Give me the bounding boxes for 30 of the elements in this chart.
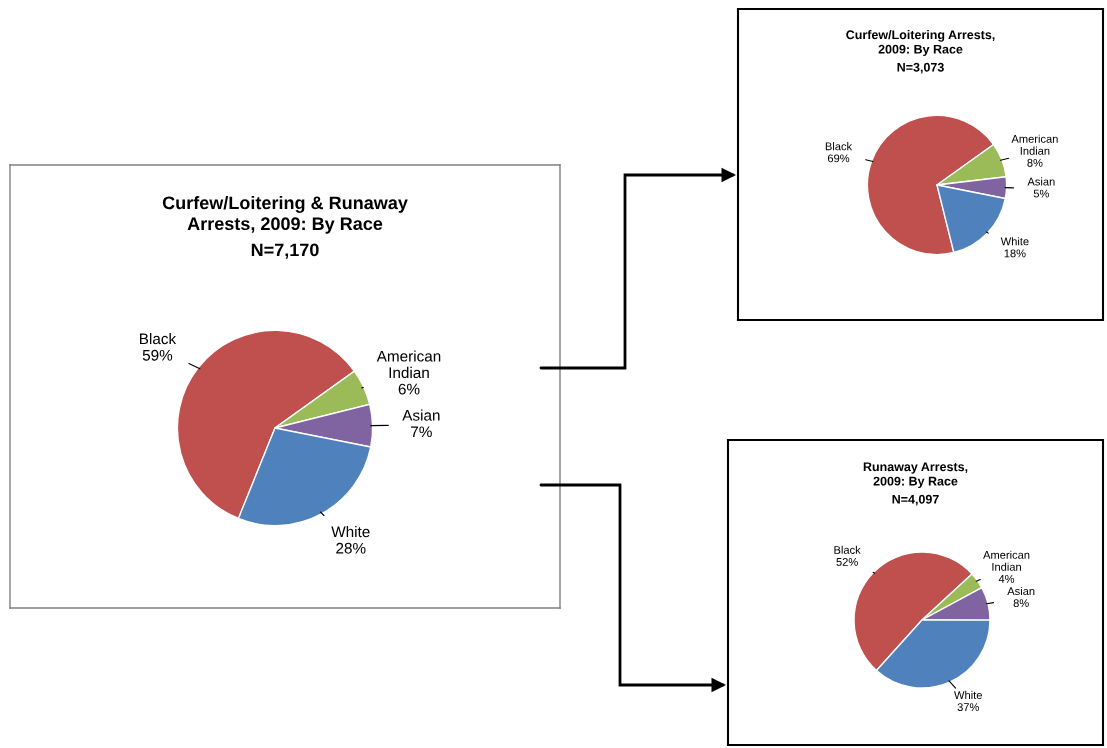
slice-label: American Indian (376, 350, 441, 379)
slice-label: American Indian (983, 550, 1030, 571)
data-label: 5% (1033, 189, 1049, 198)
slice-label: Black (825, 142, 853, 151)
data-label: 8% (1013, 599, 1029, 608)
chart-subtitle: N=7,170 (251, 243, 319, 259)
slice-label: White (331, 525, 370, 538)
slice-label: Black (140, 332, 177, 345)
data-label: 59% (142, 349, 173, 361)
slice-label: Asian (402, 409, 440, 421)
data-label: 28% (336, 542, 366, 554)
slice-label: Black (834, 545, 861, 554)
data-label: 37% (957, 703, 979, 711)
data-label: 18% (1004, 249, 1026, 258)
slice-label: Asian (1007, 586, 1035, 596)
slice-label: White (1000, 237, 1029, 246)
slice-label: White (954, 690, 982, 700)
data-label: 69% (827, 154, 850, 163)
chart-subtitle: N=3,073 (897, 62, 944, 74)
data-label: 4% (998, 574, 1015, 583)
data-label: 7% (411, 426, 432, 438)
chart-subtitle: N=4,097 (892, 494, 939, 506)
chart-title: Runaway Arrests, 2009: By Race (863, 462, 968, 489)
data-label: 8% (1027, 158, 1043, 167)
data-label: 6% (398, 383, 420, 395)
chart-title: Curfew/Loitering Arrests, 2009: By Race (846, 30, 995, 57)
slice-label: American Indian (1011, 134, 1058, 155)
chart-title: Curfew/Loitering & Runaway Arrests, 2009: By Race (162, 196, 408, 234)
data-label: 52% (836, 557, 858, 566)
slice-label: Asian (1027, 177, 1055, 186)
